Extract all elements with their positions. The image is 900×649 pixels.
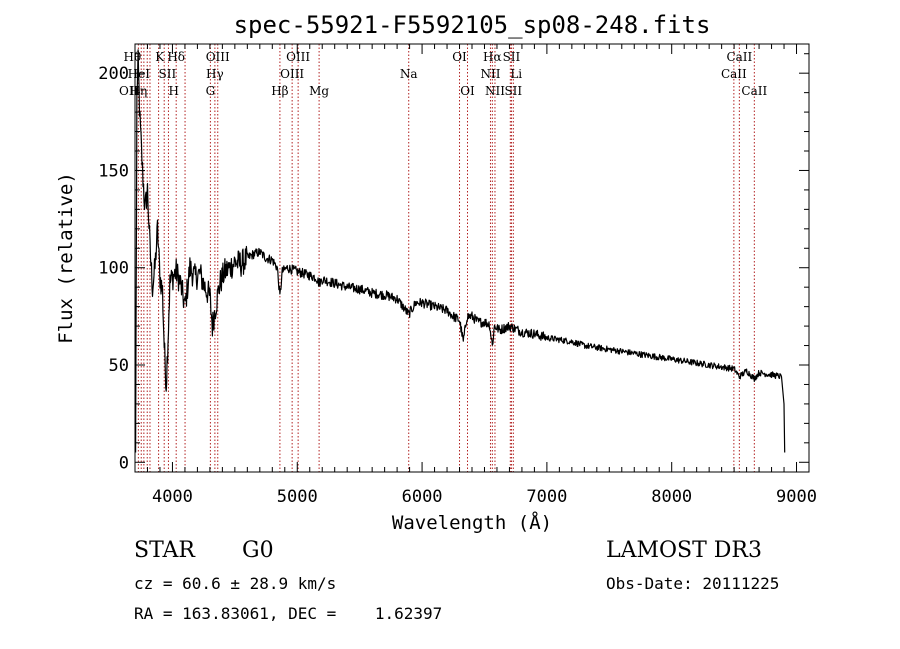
x-tick-label: 9000 (776, 487, 817, 507)
line-marker-label: CaII (741, 84, 767, 98)
line-marker-label: Mg (309, 84, 329, 98)
spectrum-line (135, 49, 786, 453)
line-marker-label: OI (460, 84, 475, 98)
x-tick-label: 8000 (651, 487, 692, 507)
object-class: STAR (134, 538, 195, 563)
x-tick-label: 4000 (152, 487, 193, 507)
plot-frame (134, 43, 810, 473)
object-subclass: G0 (242, 538, 274, 563)
y-tick-label: 50 (109, 356, 129, 376)
line-marker-label: Hβ (271, 84, 288, 98)
chart-title: spec-55921-F5592105_sp08-248.fits (234, 11, 711, 39)
line-marker-label: Na (400, 67, 418, 81)
x-axis-label: Wavelength (Å) (392, 511, 552, 534)
line-marker-label: NII (480, 67, 500, 81)
line-marker-label: Hα (483, 50, 502, 64)
x-tick-label: 7000 (526, 487, 567, 507)
line-marker-label: G (206, 84, 216, 98)
line-marker-label: SII (503, 50, 521, 64)
observation-date: Obs-Date: 20111225 (606, 574, 780, 593)
line-marker-label: CaII (721, 67, 747, 81)
x-tick-label: 5000 (277, 487, 318, 507)
survey-name: LAMOST DR3 (606, 538, 762, 563)
line-marker-label: CaII (726, 50, 752, 64)
line-marker-labels: OIIHθHηHeIKHSIIHδGHγOIIIHβOIIIOIIIMgNaOI… (119, 50, 767, 98)
y-tick-label: 200 (98, 64, 129, 84)
line-marker-label: SII (158, 67, 176, 81)
x-axis: 4000 5000 6000 7000 8000 9000 (134, 44, 817, 507)
x-tick-label: 6000 (402, 487, 443, 507)
line-marker-label: OIII (286, 50, 310, 64)
line-marker-label: NII (485, 84, 505, 98)
line-marker-label: OII (119, 84, 139, 98)
line-marker-label: SII (504, 84, 522, 98)
line-marker-label: OIII (206, 50, 230, 64)
line-marker-label: Hδ (167, 50, 185, 64)
line-marker-label: Li (510, 67, 522, 81)
y-axis-label: Flux (relative) (55, 172, 77, 344)
line-marker-label: K (155, 50, 165, 64)
y-tick-label: 100 (98, 259, 129, 279)
line-marker-label: OIII (280, 67, 304, 81)
line-marker-label: Hγ (206, 67, 224, 81)
y-tick-label: 0 (119, 453, 129, 473)
line-markers (137, 44, 755, 472)
line-marker-label: OI (452, 50, 467, 64)
ra-dec: RA = 163.83061, DEC = 1.62397 (134, 604, 443, 623)
line-marker-label: Hη (130, 84, 148, 98)
redshift-velocity: cz = 60.6 ± 28.9 km/s (134, 574, 337, 593)
y-axis: 0 50 100 150 200 (98, 53, 809, 473)
y-tick-label: 150 (98, 161, 129, 181)
line-marker-label: H (168, 84, 178, 98)
spectrum-chart: OIIHθHηHeIKHSIIHδGHγOIIIHβOIIIOIIIMgNaOI… (55, 11, 817, 534)
